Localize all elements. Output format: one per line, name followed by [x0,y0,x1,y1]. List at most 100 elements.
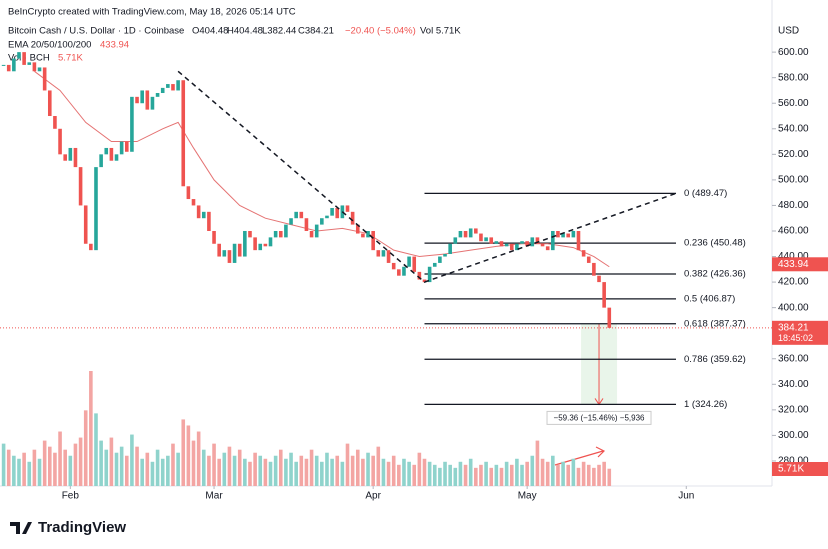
measure-box [546,410,652,425]
candle [309,230,314,238]
volume-bar [201,449,206,486]
candle [273,230,278,238]
candle [289,218,293,225]
volume-bar [484,461,488,486]
volume-bar [114,452,119,486]
candle [402,266,406,276]
candle [320,218,324,225]
candle [494,241,499,244]
candle [68,147,73,161]
candle [83,205,88,244]
candle [602,282,606,308]
fib-label: 0.382 (426.36) [684,268,746,279]
candle [237,243,242,257]
volume-bar [571,458,576,486]
volume-bar [130,434,134,486]
candle [73,147,78,168]
ema-value: 433.94 [100,40,129,51]
candle [561,233,565,238]
volume-bar [176,452,180,486]
y-tick-label: 420.00 [778,277,809,288]
vol-tag [772,462,828,476]
volume-bar [432,464,437,486]
candle [345,205,350,212]
candle [325,215,329,219]
candle [37,67,42,72]
volume-bar [391,455,396,486]
volume-bar [330,458,334,486]
y-tick-label: 280.00 [778,456,809,467]
volume-bar [494,464,499,486]
candle [545,246,550,251]
volume-bar [27,461,32,486]
volume-bar [561,461,565,486]
candle [458,230,463,238]
candle [571,230,576,238]
candle [268,237,273,247]
candle [47,90,52,117]
volume-bar [438,467,442,486]
candle [515,243,519,251]
volume-bar [381,458,386,486]
volume-bar [263,458,268,486]
measure-label: −59.36 (−15.46%) −5,936 [554,414,646,423]
candle [463,230,468,238]
candle [222,250,227,257]
volume-bar [42,440,47,486]
candle [525,241,529,247]
y-tick-label: 600.00 [778,47,809,58]
x-tick-label: May [518,491,537,502]
volume-bar [253,452,257,486]
candle [104,147,109,155]
candle [145,90,150,110]
volume-bar [586,464,591,486]
candle [217,243,221,257]
candle [407,256,411,267]
candle [530,237,535,247]
volume-bar [535,440,540,486]
y-tick-label: 540.00 [778,123,809,134]
volume-bar [443,461,447,486]
volume-bar [325,452,329,486]
volume-bar [1,443,6,486]
y-tick-label: 500.00 [778,175,809,186]
volume-bar [350,455,355,486]
candle [278,230,283,238]
volume-bar [217,458,221,486]
volume-bar [530,455,535,486]
candle [597,275,601,283]
volume-bar [268,461,273,486]
candle [448,243,452,254]
volume-bar [119,446,124,486]
candle [227,250,232,263]
y-tick-label: 520.00 [778,149,809,160]
candle [417,271,422,280]
candle [248,230,252,238]
candle [109,147,114,161]
candle [207,211,211,231]
candle [53,116,57,129]
volume-bar [417,452,422,486]
candle [17,52,21,59]
volume-bar [284,458,288,486]
candle [509,243,514,251]
candle [119,141,124,155]
volume-bar [340,461,345,486]
volume-bar [499,467,504,486]
fib-label: 0.5 (406.87) [684,293,735,304]
volume-bar [73,443,78,486]
x-tick-label: Mar [205,491,223,502]
x-tick-label: Feb [62,491,80,502]
candle [99,154,103,168]
volume-bar [109,437,114,486]
volume-bar [181,419,186,486]
candle [566,233,571,238]
volume-bar [104,449,109,486]
volume-bar [371,455,375,486]
candle [468,228,473,238]
volume-bar [407,461,411,486]
fib-label: 0.236 (450.48) [684,238,746,249]
volume-bar [166,455,170,486]
volume-bar [37,458,42,486]
